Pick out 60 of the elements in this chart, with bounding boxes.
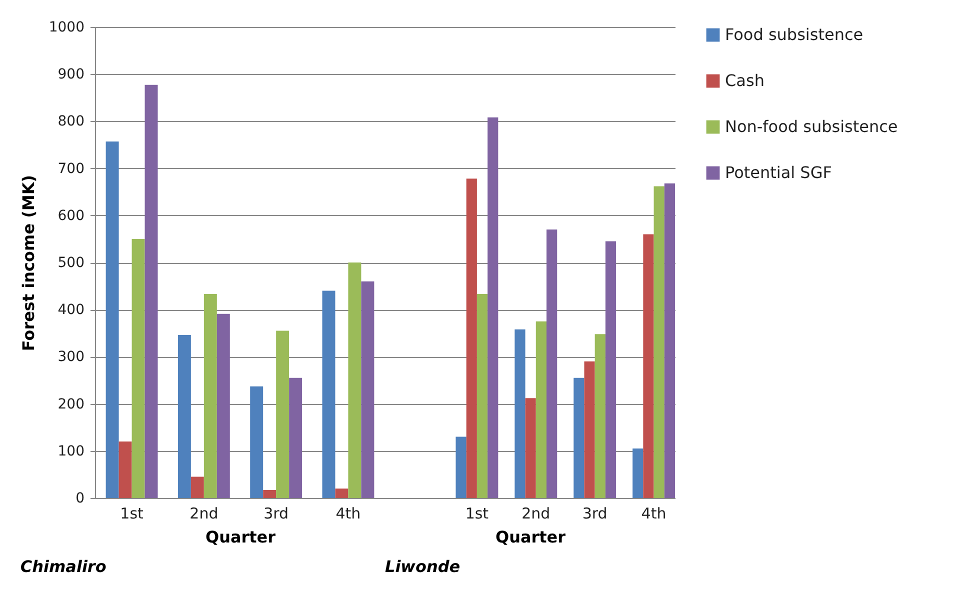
y-tick-label: 400 [58,302,84,318]
y-tick-label: 1000 [48,20,84,36]
bar [178,335,191,498]
y-tick-label: 500 [58,255,84,271]
bar [106,141,119,498]
bar [654,186,664,498]
bar [456,436,466,498]
bar [632,448,644,498]
text: Liwonde [385,557,460,576]
bar [664,183,675,498]
bar [546,230,558,498]
bar [574,378,584,498]
x-axis-title: Quarter [205,528,276,546]
x-tick-label: 1st [120,504,144,522]
x-tick-label: 3rd [582,504,608,522]
bar [335,488,348,498]
x-tick-label: 3rd [264,504,289,522]
x-axis-title: Quarter [495,528,566,546]
y-tick-label: 800 [58,114,84,130]
bar [276,330,290,498]
legend-label: Potential SGF [725,163,832,182]
bar [605,241,616,498]
bar [643,234,654,498]
bar [250,386,264,498]
bar [514,329,526,498]
bar [466,178,477,498]
bar [190,476,204,498]
x-tick-label: 4th [336,504,361,522]
bar [132,238,145,498]
bar [536,321,547,498]
bar [263,490,276,498]
x-tick-label: 2nd [190,504,218,522]
x-tick-label: 4th [641,504,666,522]
bar [594,334,606,498]
bar [118,441,132,498]
y-tick-label: 100 [58,443,84,460]
bar [361,281,374,498]
bar [525,398,536,498]
legend-label: Food subsistence [725,25,864,44]
y-tick-label: 900 [58,66,84,83]
bar [216,314,230,498]
y-tick-label: 600 [58,208,84,224]
y-tick-label: 200 [58,396,84,412]
bar [322,290,336,498]
bar [289,378,302,498]
y-tick-label: 700 [58,160,84,177]
bar [584,361,595,498]
bar [476,294,488,498]
text: Chimaliro [20,557,106,576]
legend-label: Non-food subsistence [725,117,898,136]
bar [348,262,362,498]
y-tick-label: 0 [76,490,84,506]
x-tick-label: 2nd [522,504,550,522]
x-tick-label: 1st [465,504,489,522]
y-axis-title: Forest income (MK) [18,174,38,352]
bar [144,84,158,498]
legend-label: Cash [725,71,764,90]
bar [204,294,217,498]
y-tick-label: 300 [58,349,84,366]
bar [488,117,498,498]
